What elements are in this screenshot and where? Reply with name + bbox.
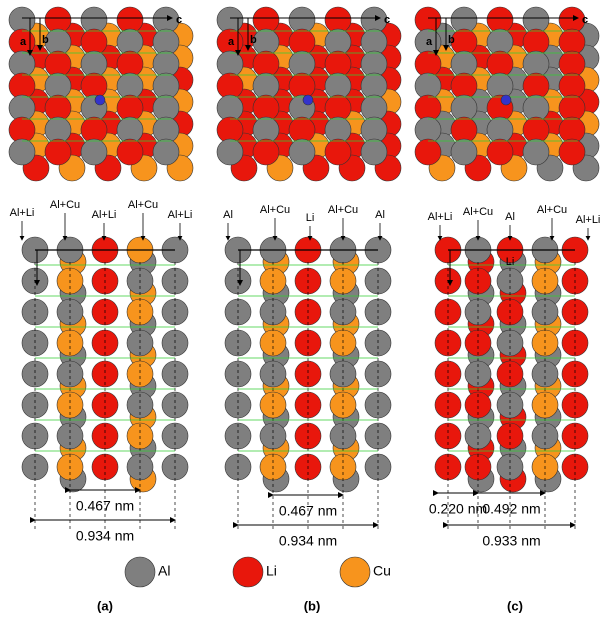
- atom: [94, 94, 106, 106]
- atom: [302, 94, 314, 106]
- site-label: Al+Li: [92, 209, 117, 221]
- atom: [288, 138, 316, 166]
- dimension-label: 0.467 nm: [279, 503, 337, 519]
- site-label: Al+Cu: [537, 204, 567, 216]
- atom: [80, 138, 108, 166]
- atom: [152, 138, 180, 166]
- site-label: Al+Cu: [50, 199, 80, 211]
- axis-label: c: [582, 14, 588, 26]
- legend-label: Al: [158, 563, 170, 579]
- site-label: Al+Li: [576, 214, 601, 226]
- site-label: Al: [505, 211, 515, 223]
- atom: [232, 556, 264, 588]
- atom: [324, 138, 352, 166]
- atom: [522, 138, 550, 166]
- atom: [44, 138, 72, 166]
- atom: [8, 138, 36, 166]
- axis-label: c: [176, 14, 182, 26]
- dimension-label: 0.492 nm: [482, 501, 540, 517]
- atom: [116, 138, 144, 166]
- axis-label: b: [250, 34, 257, 46]
- atom: [450, 138, 478, 166]
- site-label: Al: [223, 209, 233, 221]
- site-label: Li: [506, 256, 515, 268]
- atom: [252, 138, 280, 166]
- site-label: Al+Cu: [128, 199, 158, 211]
- atom: [414, 138, 442, 166]
- dimension-label: 0.220 nm: [429, 501, 487, 517]
- axis-label: c: [384, 14, 390, 26]
- axis-label: a: [20, 36, 27, 48]
- site-label: Al: [375, 209, 385, 221]
- site-label: Al+Li: [10, 207, 35, 219]
- axis-label: a: [426, 36, 433, 48]
- panel-label: (a): [97, 598, 113, 613]
- site-label: Al+Li: [168, 209, 193, 221]
- dimension-label: 0.934 nm: [279, 533, 337, 549]
- atom: [486, 138, 514, 166]
- site-label: Al+Li: [428, 211, 453, 223]
- dimension-label: 0.934 nm: [76, 528, 134, 544]
- site-label: Al+Cu: [463, 206, 493, 218]
- site-label: Al+Cu: [260, 204, 290, 216]
- axis-label: b: [448, 34, 455, 46]
- atom: [216, 138, 244, 166]
- axis-label: a: [228, 36, 235, 48]
- atom: [500, 94, 512, 106]
- atom: [558, 138, 586, 166]
- panel-label: (c): [507, 598, 523, 613]
- site-label: Al+Cu: [328, 204, 358, 216]
- legend-label: Cu: [373, 563, 391, 579]
- atom: [360, 138, 388, 166]
- panel-label: (b): [304, 598, 321, 613]
- legend-label: Li: [266, 563, 277, 579]
- site-label: Li: [306, 212, 315, 224]
- axis-label: b: [42, 34, 49, 46]
- atom: [124, 556, 156, 588]
- dimension-label: 0.933 nm: [482, 533, 540, 549]
- dimension-label: 0.467 nm: [76, 498, 134, 514]
- atom: [339, 556, 371, 588]
